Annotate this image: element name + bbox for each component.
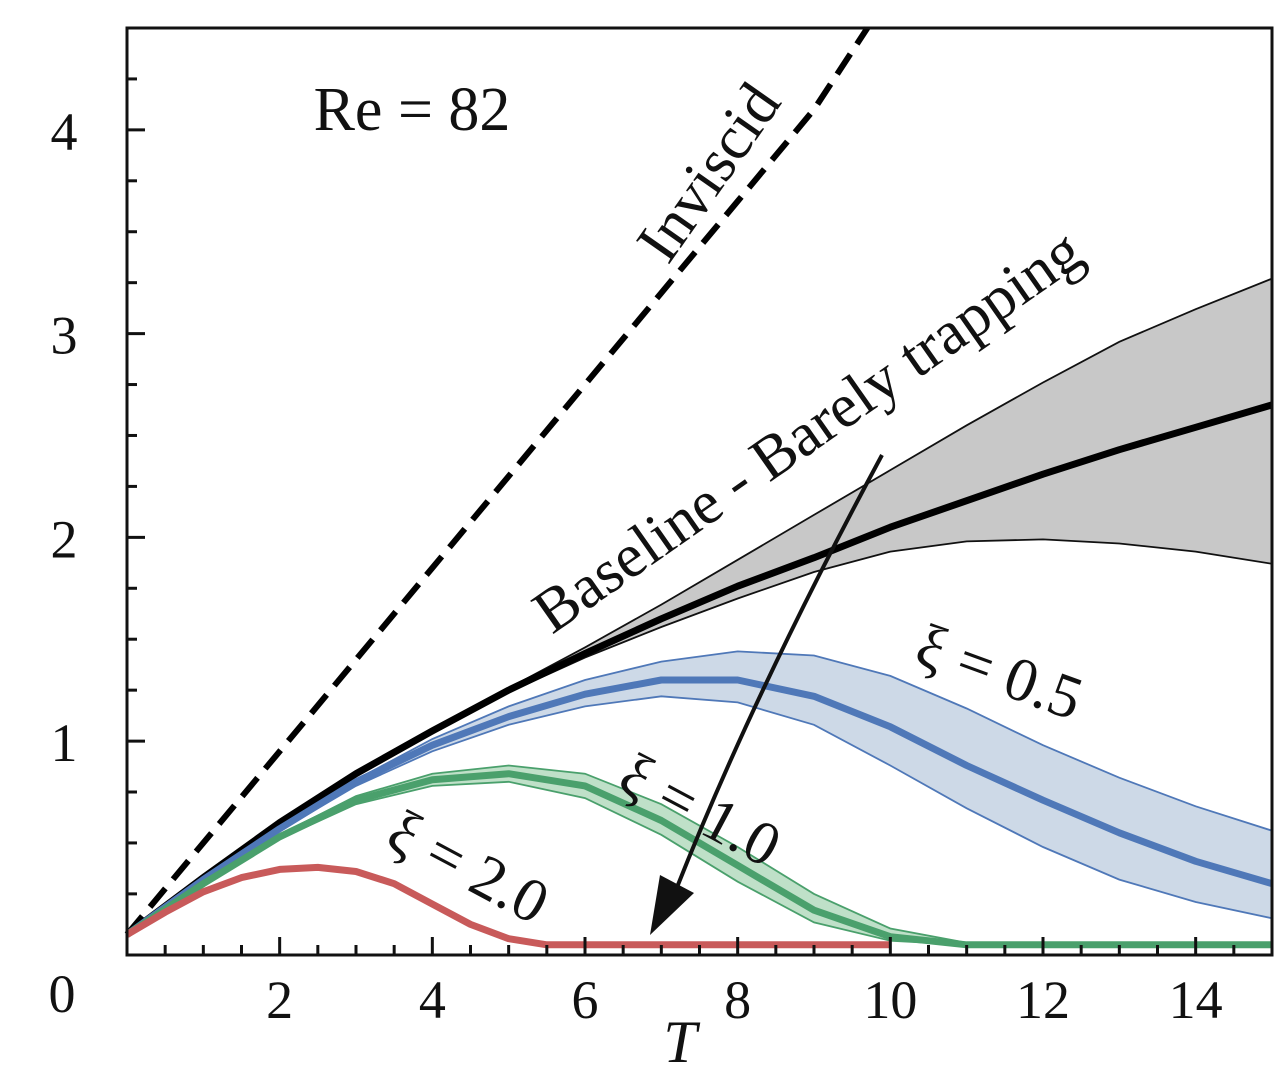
- origin-label: 0: [49, 964, 76, 1024]
- y-tick-label: 1: [51, 713, 78, 773]
- lines-layer: [124, 26, 1273, 949]
- x-tick-label: 10: [863, 970, 917, 1030]
- band-series-3: [127, 765, 1272, 945]
- series-line-2: [124, 676, 1273, 938]
- x-axis-title: T: [663, 1009, 700, 1075]
- band-series-2: [127, 651, 1272, 935]
- series-line-0: [124, 26, 870, 937]
- x-tick-label: 12: [1016, 970, 1070, 1030]
- band-series-1: [127, 278, 1272, 935]
- series-line-3: [125, 770, 1272, 949]
- x-tick-label: 2: [266, 970, 293, 1030]
- y-tick-label: 2: [51, 509, 78, 569]
- y-tick-label: 3: [51, 306, 78, 366]
- x-tick-label: 8: [724, 970, 751, 1030]
- x-tick-label: 6: [572, 970, 599, 1030]
- ticks-layer: [127, 77, 1236, 955]
- label-inviscid: Inviscid: [624, 71, 794, 274]
- label-xi-1-0: ξ = 1.0: [608, 740, 791, 880]
- series-line-1: [124, 401, 1273, 938]
- series-line-4: [125, 863, 891, 949]
- trend-arrow-head: [650, 875, 694, 935]
- y-tick-label: 4: [51, 102, 78, 162]
- reynolds-annotation: Re = 82: [314, 76, 511, 144]
- label-xi-2-0: ξ = 2.0: [376, 797, 559, 937]
- trend-arrow: [670, 454, 884, 901]
- x-tick-label: 4: [419, 970, 446, 1030]
- x-tick-label: 14: [1169, 970, 1223, 1030]
